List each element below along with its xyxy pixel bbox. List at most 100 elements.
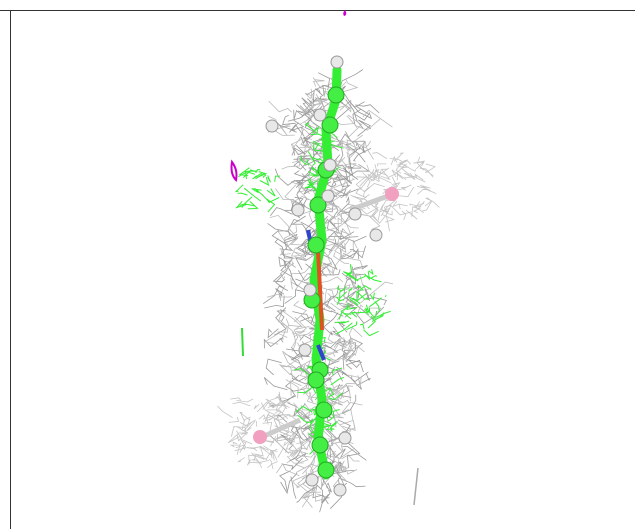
green-mesh-line xyxy=(297,385,314,394)
mesh-line xyxy=(236,432,248,442)
mesh-line xyxy=(294,439,305,452)
mesh-line xyxy=(409,203,422,208)
green-mesh-line xyxy=(255,169,261,174)
mesh-line xyxy=(338,384,352,398)
mesh-line xyxy=(289,369,312,382)
mesh-line xyxy=(239,440,247,453)
green-mesh-line xyxy=(295,405,313,413)
mesh-line xyxy=(424,163,436,174)
green-mesh-line xyxy=(367,315,376,329)
green-mesh-line xyxy=(262,174,267,178)
mesh-line xyxy=(300,432,310,447)
mesh-line xyxy=(241,416,251,430)
green-mesh-line xyxy=(369,297,382,308)
mesh-line xyxy=(282,114,296,126)
carbon-atom xyxy=(309,196,327,214)
green-mesh-line xyxy=(334,321,347,325)
mesh-line xyxy=(316,147,328,159)
mesh-line xyxy=(318,72,331,90)
mesh-line xyxy=(332,450,340,470)
mesh-line xyxy=(349,336,359,357)
green-mesh-line xyxy=(363,329,379,337)
mesh-line xyxy=(289,122,305,137)
mesh-line xyxy=(264,412,274,422)
carbon-atom xyxy=(307,371,325,389)
green-mesh-line xyxy=(338,310,352,320)
green-mesh-line xyxy=(336,296,345,302)
mesh-line xyxy=(321,339,342,352)
mesh-line xyxy=(331,204,355,220)
mesh-line xyxy=(400,166,410,175)
carbon-atom xyxy=(321,116,339,134)
mesh-line xyxy=(352,108,362,125)
mesh-line xyxy=(330,466,347,472)
mesh-line xyxy=(297,472,322,493)
mesh-line xyxy=(325,447,331,463)
green-mesh-line xyxy=(349,264,352,272)
hydrogen-atom xyxy=(333,483,347,497)
mesh-line xyxy=(404,172,416,180)
mesh-line xyxy=(326,296,339,308)
mesh-line xyxy=(297,334,312,347)
mesh-line xyxy=(333,159,350,170)
mesh-line xyxy=(322,269,341,276)
mesh-line xyxy=(279,262,295,280)
mesh-line xyxy=(269,458,274,470)
green-fragment xyxy=(241,327,244,357)
green-mesh-line xyxy=(325,428,335,430)
mesh-line xyxy=(348,337,364,350)
green-mesh-line xyxy=(243,187,262,202)
mesh-line xyxy=(401,210,407,221)
mesh-line xyxy=(265,402,278,408)
mesh-line xyxy=(337,212,352,236)
mesh-line xyxy=(237,457,245,463)
mesh-line xyxy=(300,126,312,137)
mesh-line xyxy=(277,318,289,333)
pink-atom xyxy=(385,187,399,201)
mesh-line xyxy=(290,380,302,396)
mesh-line xyxy=(278,284,292,298)
mesh-line xyxy=(287,448,296,458)
mesh-line xyxy=(312,136,326,145)
green-mesh-line xyxy=(339,286,347,299)
mesh-line xyxy=(352,240,365,253)
mesh-line xyxy=(325,482,332,493)
mesh-line xyxy=(238,432,249,435)
mesh-line xyxy=(292,311,310,320)
pink-atom xyxy=(253,430,267,444)
mesh-line xyxy=(382,210,389,212)
mesh-line xyxy=(352,195,379,216)
mesh-line xyxy=(372,152,388,160)
mesh-line xyxy=(267,461,278,469)
green-mesh-line xyxy=(313,140,324,150)
mesh-line xyxy=(265,448,278,460)
mesh-line xyxy=(324,360,343,382)
mesh-line xyxy=(333,390,342,404)
green-mesh-line xyxy=(335,322,353,335)
mesh-line xyxy=(280,259,298,287)
mesh-line xyxy=(310,88,327,102)
mesh-line xyxy=(274,238,286,259)
mesh-line xyxy=(353,286,360,299)
mesh-line xyxy=(313,79,325,87)
mesh-line xyxy=(298,165,314,183)
mesh-line xyxy=(297,324,321,340)
mesh-line xyxy=(334,230,347,258)
mesh-line xyxy=(294,316,307,333)
mesh-line xyxy=(246,459,251,466)
green-mesh-line xyxy=(306,159,310,166)
mesh-line xyxy=(265,398,279,411)
carbon-atom xyxy=(327,86,345,104)
side-bond xyxy=(260,417,302,440)
mesh-line xyxy=(349,245,366,259)
mesh-line xyxy=(306,85,336,96)
carbon-atom xyxy=(311,436,329,454)
green-mesh-line xyxy=(384,294,387,298)
mesh-line xyxy=(343,163,371,180)
mesh-line xyxy=(343,78,359,93)
mesh-line xyxy=(395,184,412,191)
mesh-line xyxy=(260,402,278,417)
mesh-line xyxy=(291,330,306,338)
mesh-line xyxy=(391,176,398,189)
mesh-line xyxy=(300,437,313,451)
